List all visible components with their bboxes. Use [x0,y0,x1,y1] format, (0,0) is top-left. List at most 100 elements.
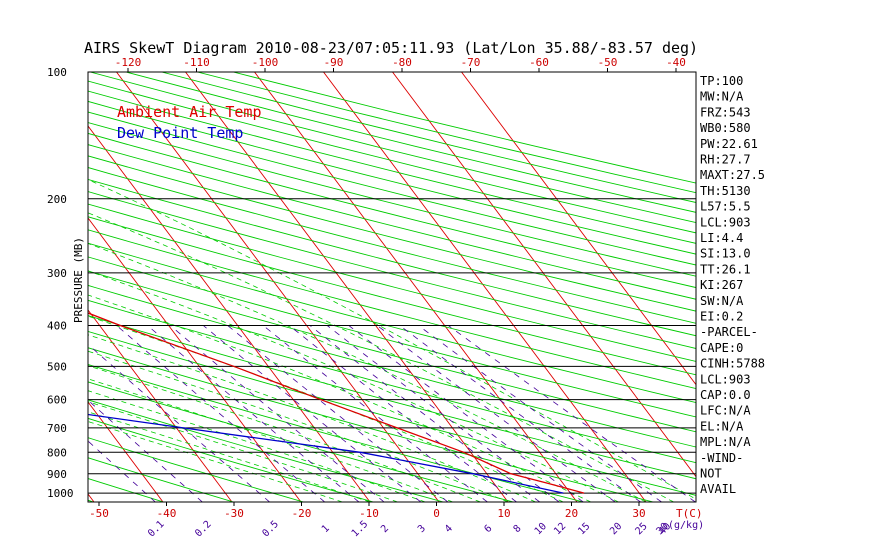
pressure-tick-label: 200 [47,193,67,206]
isotherm-line [116,72,440,502]
stability-index-item: NOT [700,467,722,481]
stability-index-item: CAP:0.0 [700,388,751,402]
moist-adiabat-line [88,365,481,502]
bottom-tick-label: -20 [292,507,312,520]
mixing-ratio-line [326,325,560,502]
plot-series [88,312,585,494]
dry-adiabat-line [88,111,696,266]
stability-index-item: FRZ:543 [700,105,751,119]
mixing-ratio-label: 3 [416,523,428,535]
bottom-tick-label: 30 [632,507,645,520]
bottom-tick-label: -40 [157,507,177,520]
mixing-ratio-line [147,325,360,502]
stability-index-item: CAPE:0 [700,341,743,355]
mixing-ratio-label: 4 [443,523,455,535]
mixing-ratio-label: 2 [379,523,391,535]
mixing-ratio-line [169,325,385,502]
legend-dew-point-temp: Dew Point Temp [117,124,243,142]
moist-adiabat-line [88,350,509,502]
dry-adiabat-line [88,122,696,277]
stability-index-item: L57:5.5 [700,200,751,214]
isotherm-line [0,72,25,502]
isotherm-line [254,72,578,502]
stability-index-item: EL:N/A [700,419,744,433]
dry-adiabat-line [88,437,304,502]
stability-index-item: KI:267 [700,278,743,292]
isotherm-line [461,72,696,386]
plot-grid [0,72,696,502]
dry-adiabat-line [88,330,696,496]
stability-index-item: RH:27.7 [700,153,751,167]
stability-index-item: SI:13.0 [700,247,751,261]
mixing-ratio-label: 0.1 [146,519,167,540]
mixing-ratio-line [448,325,696,502]
stability-index-item: TT:26.1 [700,262,751,276]
mixing-ratio-line [348,325,584,502]
stability-index-item: AVAIL [700,482,736,496]
pressure-tick-label: 700 [47,422,67,435]
dry-adiabat-line [88,270,696,433]
plot-frame [87,71,697,503]
mixing-ratio-line [309,325,541,502]
bottom-tick-label: 20 [565,507,578,520]
stability-index-item: MAXT:27.5 [700,168,765,182]
isotherm-line [88,125,371,502]
dry-adiabat-line [88,216,696,376]
stability-index-item: -PARCEL- [700,325,758,339]
moist-adiabat-line [88,378,453,502]
pressure-tick-label: 1000 [47,487,74,500]
stability-index-item: MW:N/A [700,90,744,104]
legend-ambient-air-temp: Ambient Air Temp [117,103,262,121]
dry-adiabat-line [88,399,444,502]
mixing-ratio-label: 8 [512,523,524,535]
dry-adiabat-line [88,132,696,289]
pressure-tick-label: 900 [47,468,67,481]
dry-adiabat-line [88,155,696,312]
stability-index-item: LCL:903 [700,215,751,229]
dry-adiabat-line [88,100,696,255]
mixing-ratio-line [227,325,449,502]
dry-adiabat-line [88,191,696,349]
stability-index-item: LFC:N/A [700,404,751,418]
chart-title: AIRS SkewT Diagram 2010-08-23/07:05:11.9… [84,39,698,57]
mixing-ratio-label: 1 [320,523,332,535]
top-tick-label: -110 [183,56,210,69]
isotherm-line [88,401,164,502]
dry-adiabat-line [161,72,696,203]
isotherm-line [323,72,647,502]
dry-adiabat-line [88,178,696,337]
bottom-tick-label: -30 [224,507,244,520]
top-tick-label: -40 [666,56,686,69]
mixing-ratio-label: 0.5 [260,519,281,540]
mixing-ratio-line [203,325,422,502]
mixing-ratio-line [418,325,662,502]
stability-index-item: MPL:N/A [700,435,751,449]
y-axis-label: PRESSURE (MB) [72,237,85,323]
mixing-ratio-line [88,440,156,502]
dry-adiabat-line [88,144,696,300]
mixing-ratio-label: 25 [633,521,649,537]
mixing-ratio-label: 10 [533,521,549,537]
mixing-ratio-label: 0.2 [193,519,214,540]
isotherm-line [185,72,509,502]
moist-adiabat-line [88,270,619,502]
mixing-ratio-label: 1.5 [350,519,371,540]
bottom-tick-label: -10 [359,507,379,520]
stability-index-item: WB0:580 [700,121,751,135]
pressure-tick-label: 300 [47,267,67,280]
mixing-ratio-label: 6 [483,523,495,535]
dry-adiabat-line [88,229,696,390]
isotherm-line [392,72,696,478]
pressure-tick-label: 400 [47,320,67,333]
top-tick-label: -90 [324,56,344,69]
dry-adiabat-line [88,299,696,464]
top-tick-label: -50 [598,56,618,69]
bottom-tick-label: -50 [89,507,109,520]
x-axis-label-tc: T(C) [676,507,703,520]
dry-adiabat-line [88,417,374,502]
top-tick-label: -100 [252,56,279,69]
isotherm-line [88,309,233,502]
top-tick-label: -60 [529,56,549,69]
dry-adiabat-line [88,242,696,404]
mixing-ratio-line [262,325,488,502]
